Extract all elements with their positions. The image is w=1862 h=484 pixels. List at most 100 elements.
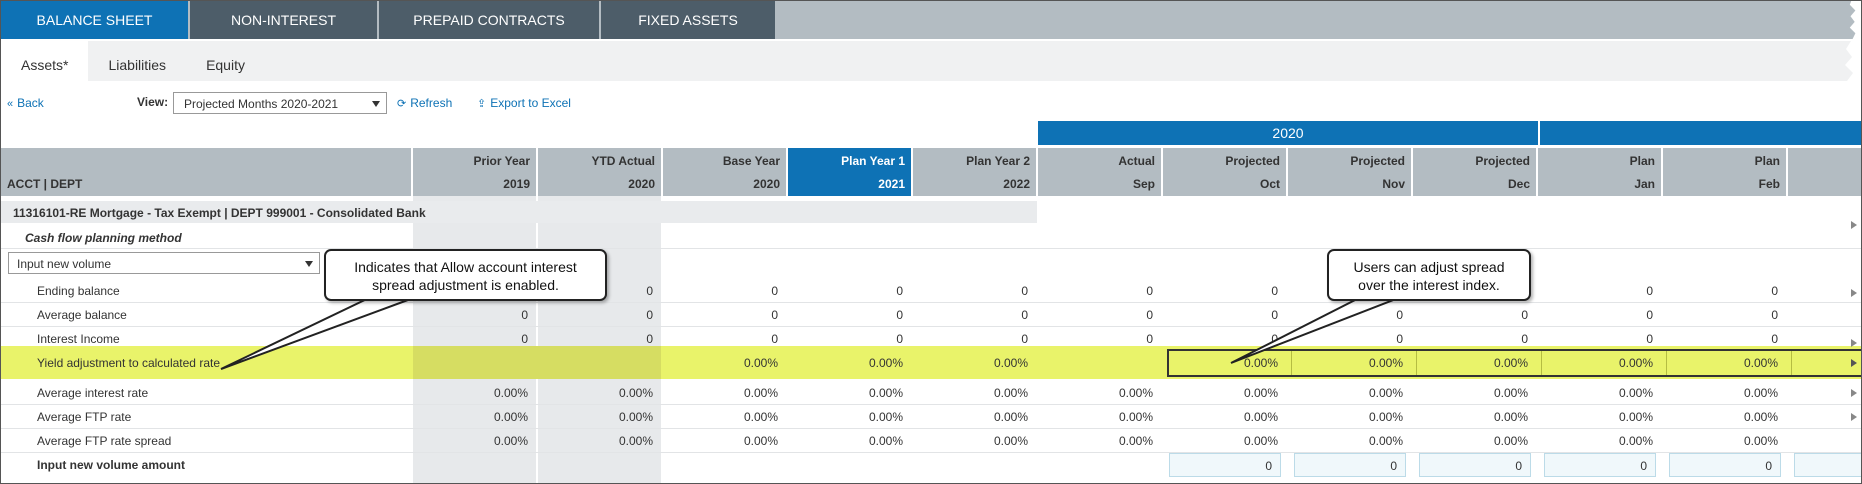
header-line2: Dec <box>1507 177 1530 191</box>
header-line2: 2022 <box>1003 177 1030 191</box>
cell-ending-balance-5: 0 <box>1146 284 1153 298</box>
cell-average-interest-rate-3: 0.00% <box>868 386 903 400</box>
scroll-right-icon[interactable] <box>1851 389 1857 397</box>
header-plan-feb[interactable]: Plan Feb <box>1663 148 1786 196</box>
cell-average-ftp-rate-spread-10: 0.00% <box>1743 434 1778 448</box>
subtab-equity[interactable]: Equity <box>206 57 245 73</box>
header-prior-year[interactable]: Prior Year 2019 <box>413 148 536 196</box>
header-base-year[interactable]: Base Year 2020 <box>663 148 786 196</box>
cell-average-interest-rate-10: 0.00% <box>1743 386 1778 400</box>
cell-ending-balance-6: 0 <box>1271 284 1278 298</box>
row-label-interest-income: Interest Income <box>37 332 120 346</box>
cell-yield-adjustment-6[interactable]: 0.00% <box>1243 356 1278 370</box>
cell-average-ftp-rate-spread-8: 0.00% <box>1493 434 1528 448</box>
input-volume-feb[interactable]: 0 <box>1669 453 1781 477</box>
double-chevron-left-icon: « <box>7 98 14 110</box>
cell-average-ftp-rate-1: 0.00% <box>618 410 653 424</box>
scroll-right-icon[interactable] <box>1851 221 1857 229</box>
yield-row-grey <box>413 346 661 379</box>
cell-average-ftp-rate-10: 0.00% <box>1743 410 1778 424</box>
header-ytd-actual[interactable]: YTD Actual 2020 <box>538 148 661 196</box>
row-label-average-balance: Average balance <box>37 308 127 322</box>
tab-prepaid-contracts[interactable]: PREPAID CONTRACTS <box>379 1 599 39</box>
cell-interest-income-6: 0 <box>1271 332 1278 346</box>
input-volume-jan[interactable]: 0 <box>1544 453 1656 477</box>
header-line1: Plan Year 2 <box>966 154 1030 168</box>
upload-icon: ⇪ <box>477 98 487 110</box>
scroll-right-icon[interactable] <box>1851 289 1857 297</box>
header-projected-oct[interactable]: Projected Oct <box>1163 148 1286 196</box>
header-projected-dec[interactable]: Projected Dec <box>1413 148 1536 196</box>
cell-divider <box>1791 351 1792 375</box>
row-label-average-ftp-rate-spread: Average FTP rate spread <box>37 434 172 448</box>
cell-average-balance-2: 0 <box>771 308 778 322</box>
header-line1: YTD Actual <box>591 154 655 168</box>
cell-average-ftp-rate-7: 0.00% <box>1368 410 1403 424</box>
row-divider <box>1 428 1861 429</box>
back-link[interactable]: «Back <box>7 96 44 110</box>
callout-interest-spread-enabled: Indicates that Allow account interest sp… <box>324 249 607 301</box>
yield-adjustment-editable-box <box>1167 349 1861 377</box>
header-line1: Actual <box>1118 154 1155 168</box>
input-volume-overflow[interactable] <box>1794 453 1861 477</box>
cell-average-interest-rate-4: 0.00% <box>993 386 1028 400</box>
back-label: Back <box>17 96 44 110</box>
subtab-liabilities[interactable]: Liabilities <box>108 57 167 73</box>
toolbar: «Back View: Projected Months 2020-2021 ⟳… <box>1 91 901 117</box>
tab-non-interest[interactable]: NON-INTEREST <box>190 1 377 39</box>
tab-fixed-assets[interactable]: FIXED ASSETS <box>601 1 775 39</box>
cell-average-interest-rate-6: 0.00% <box>1243 386 1278 400</box>
view-select[interactable]: Projected Months 2020-2021 <box>173 92 387 114</box>
header-actual-sep[interactable]: Actual Sep <box>1038 148 1161 196</box>
cell-yield-adjustment-9[interactable]: 0.00% <box>1618 356 1653 370</box>
header-line2: Oct <box>1259 177 1280 191</box>
cell-average-ftp-rate-spread-0: 0.00% <box>493 434 528 448</box>
scroll-right-icon[interactable] <box>1851 413 1857 421</box>
torn-edge <box>1849 1 1861 39</box>
cell-ending-balance-1: 0 <box>646 284 653 298</box>
header-plan-year-2[interactable]: Plan Year 2 2022 <box>913 148 1036 196</box>
cash-flow-method-select[interactable]: Input new volume <box>8 252 320 274</box>
cell-average-ftp-rate-3: 0.00% <box>868 410 903 424</box>
cell-yield-adjustment-2: 0.00% <box>743 356 778 370</box>
cell-average-balance-8: 0 <box>1521 308 1528 322</box>
header-plan-year-1[interactable]: Plan Year 1 2021 <box>788 148 911 196</box>
header-label: ACCT | DEPT <box>7 177 83 191</box>
header-line1: Plan Year 1 <box>841 154 905 168</box>
row-label-average-ftp-rate: Average FTP rate <box>37 410 132 424</box>
tab-balance-sheet[interactable]: BALANCE SHEET <box>1 1 188 39</box>
cell-ending-balance-9: 0 <box>1646 284 1653 298</box>
scroll-right-icon[interactable] <box>1851 339 1857 347</box>
cell-divider <box>1541 351 1542 375</box>
export-label: Export to Excel <box>490 96 571 110</box>
scroll-right-icon[interactable] <box>1851 359 1857 367</box>
cell-average-ftp-rate-spread-7: 0.00% <box>1368 434 1403 448</box>
method-select-value: Input new volume <box>17 257 112 271</box>
input-volume-nov[interactable]: 0 <box>1294 453 1406 477</box>
cell-interest-income-0: 0 <box>521 332 528 346</box>
caret-down-icon <box>372 101 380 107</box>
cell-yield-adjustment-8[interactable]: 0.00% <box>1493 356 1528 370</box>
cell-divider <box>1291 351 1292 375</box>
cell-average-interest-rate-1: 0.00% <box>618 386 653 400</box>
header-plan-jan[interactable]: Plan Jan <box>1538 148 1661 196</box>
cell-average-balance-6: 0 <box>1271 308 1278 322</box>
view-select-value: Projected Months 2020-2021 <box>184 97 339 111</box>
input-volume-oct[interactable]: 0 <box>1169 453 1281 477</box>
cell-average-ftp-rate-spread-2: 0.00% <box>743 434 778 448</box>
cell-yield-adjustment-10[interactable]: 0.00% <box>1743 356 1778 370</box>
cell-yield-adjustment-7[interactable]: 0.00% <box>1368 356 1403 370</box>
export-excel-button[interactable]: ⇪ Export to Excel <box>477 96 571 110</box>
subtab-assets[interactable]: Assets* <box>1 41 89 81</box>
cell-interest-income-7: 0 <box>1396 332 1403 346</box>
header-line1: Base Year <box>722 154 780 168</box>
input-volume-dec[interactable]: 0 <box>1419 453 1531 477</box>
cell-interest-income-10: 0 <box>1771 332 1778 346</box>
header-line1: Prior Year <box>473 154 530 168</box>
row-label-yield-adjustment: Yield adjustment to calculated rate <box>37 356 220 370</box>
cell-average-ftp-rate-4: 0.00% <box>993 410 1028 424</box>
refresh-button[interactable]: ⟳ Refresh <box>397 96 452 110</box>
header-projected-nov[interactable]: Projected Nov <box>1288 148 1411 196</box>
cell-interest-income-2: 0 <box>771 332 778 346</box>
